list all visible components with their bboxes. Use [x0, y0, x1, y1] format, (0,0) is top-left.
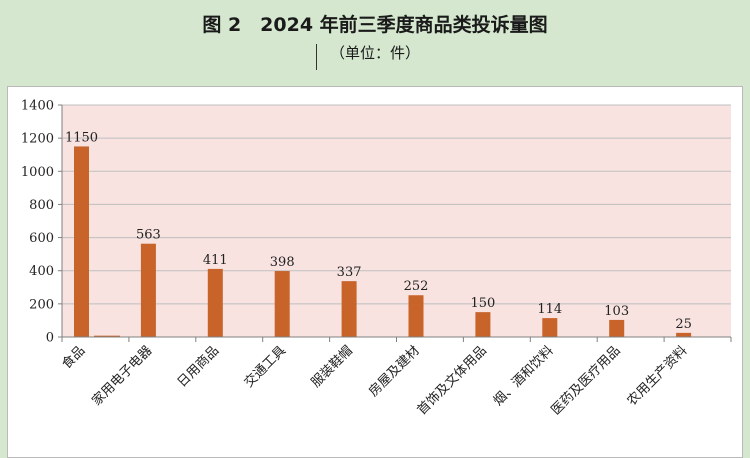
y-axis-ticks: 0 200 400 600 800 1000 1200 1400 — [21, 99, 62, 346]
x-category-label: 房屋及建材 — [366, 343, 423, 400]
x-category-label: 服装鞋帽 — [308, 343, 356, 391]
data-label: 25 — [675, 317, 692, 332]
bars — [74, 146, 692, 337]
data-label: 411 — [203, 253, 228, 268]
gridlines — [62, 104, 731, 305]
x-category-label: 家用电子电器 — [89, 343, 155, 409]
data-label: 337 — [337, 265, 362, 280]
bar — [207, 268, 223, 337]
bar — [74, 146, 89, 337]
x-category-label: 农用生产资料 — [625, 343, 691, 409]
data-label: 114 — [537, 302, 562, 317]
chart-area: 0 200 400 600 800 1000 1200 1400 1150 563 411 398 3… — [7, 86, 743, 458]
bar — [609, 319, 625, 337]
x-category-label: 烟、酒和饮料 — [491, 343, 557, 409]
y-tick-label: 0 — [46, 331, 54, 346]
bar — [542, 318, 558, 337]
bar — [676, 332, 692, 337]
y-tick-label: 1000 — [21, 165, 54, 180]
data-label: 563 — [136, 228, 161, 243]
y-tick-label: 1200 — [21, 132, 54, 147]
data-label: 252 — [404, 279, 429, 294]
y-tick-label: 800 — [29, 198, 54, 213]
y-tick-label: 600 — [29, 231, 54, 246]
data-label: 103 — [604, 304, 629, 319]
data-label: 150 — [470, 296, 495, 311]
chart-title: 图 2 2024 年前三季度商品类投诉量图 — [202, 14, 548, 36]
bar — [274, 271, 290, 337]
x-category-label: 食品 — [59, 343, 89, 373]
bar — [475, 312, 491, 337]
x-category-label: 医药及医疗用品 — [549, 343, 624, 418]
x-category-label: 交通工具 — [241, 343, 289, 391]
bar-secondary — [94, 335, 120, 337]
plot-background — [62, 105, 731, 337]
data-labels: 1150 563 411 398 337 252 150 114 103 25 — [65, 130, 692, 331]
chart-unit: （单位：件） — [329, 44, 420, 62]
data-label: 1150 — [65, 130, 98, 145]
y-tick-label: 1400 — [21, 99, 54, 114]
data-label: 398 — [270, 255, 295, 270]
y-tick-label: 200 — [29, 297, 54, 312]
bar — [408, 295, 424, 337]
x-category-label: 日用商品 — [175, 343, 222, 390]
bar-chart: 0 200 400 600 800 1000 1200 1400 1150 563 411 398 3… — [21, 99, 732, 418]
bar — [341, 281, 357, 337]
bar — [140, 243, 156, 337]
x-category-label: 首饰及文体用品 — [415, 343, 490, 418]
text-cursor — [316, 44, 317, 70]
y-tick-label: 400 — [29, 264, 54, 279]
